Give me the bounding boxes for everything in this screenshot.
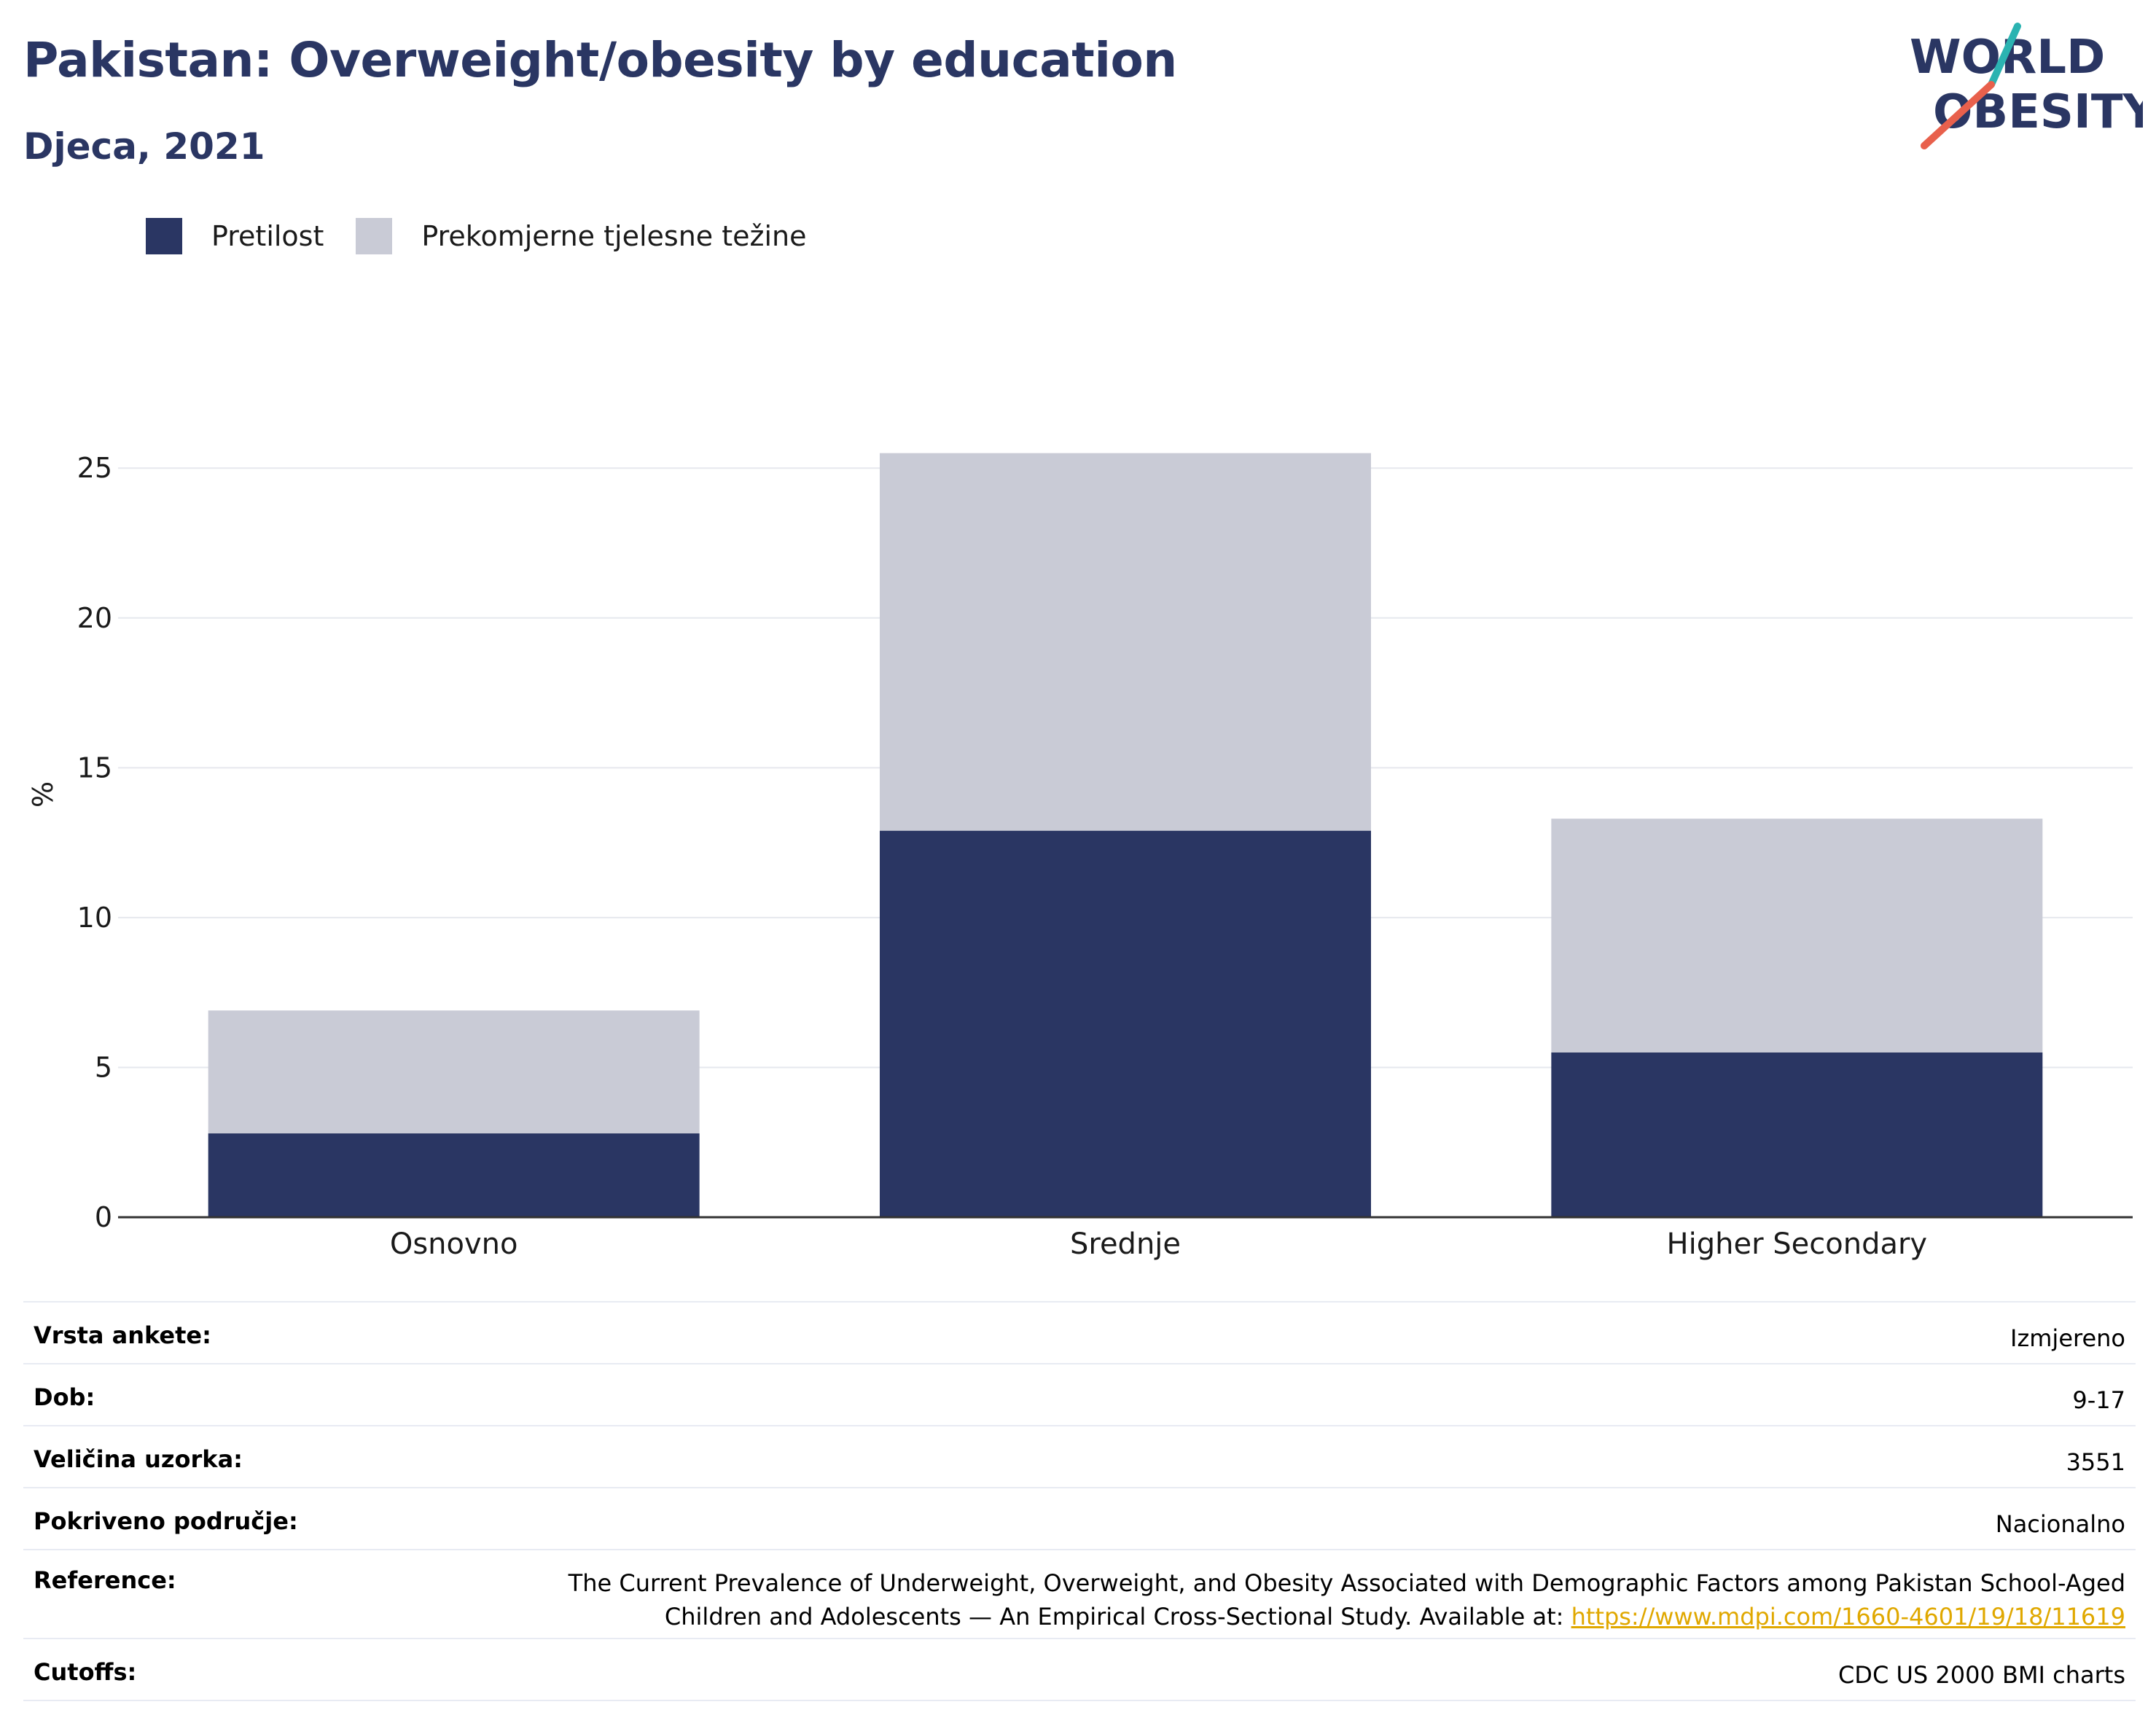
reference-line-1: The Current Prevalence of Underweight, O… bbox=[568, 1569, 2125, 1597]
legend-item-overweight[interactable]: Prekomjerne tjelesne težine bbox=[356, 218, 807, 254]
axes: 0 5 10 15 20 25 Osnovno Srednje Higher Secondary bbox=[77, 452, 2133, 1261]
legend-swatch-overweight bbox=[356, 218, 393, 254]
y-tick-label: 25 bbox=[77, 452, 112, 484]
chart-title: Pakistan: Overweight/obesity by educatio… bbox=[23, 32, 1177, 88]
info-row-cutoffs: Cutoffs: CDC US 2000 BMI charts bbox=[23, 1638, 2136, 1701]
legend-swatch-obesity bbox=[146, 218, 182, 254]
bar-overweight[interactable] bbox=[208, 1010, 700, 1133]
reference-link[interactable]: https://www.mdpi.com/1660-4601/19/18/116… bbox=[1571, 1603, 2125, 1630]
bar-chart: 0 5 10 15 20 25 Osnovno Srednje Higher Secondary… bbox=[27, 452, 2133, 1261]
reference-line-2: Children and Adolescents — An Empirical … bbox=[664, 1603, 1571, 1630]
info-value: 9-17 bbox=[346, 1363, 2136, 1426]
info-row-sample-size: Veličina uzorka: 3551 bbox=[23, 1425, 2136, 1488]
x-tick-label: Srednje bbox=[1070, 1227, 1181, 1261]
world-obesity-logo: WORLD OBESITY bbox=[1910, 23, 2143, 149]
reference-text: The Current Prevalence of Underweight, O… bbox=[346, 1549, 2136, 1639]
y-axis-label: % bbox=[27, 781, 59, 808]
chart-subtitle: Djeca, 2021 bbox=[23, 125, 265, 168]
legend-label-overweight: Prekomjerne tjelesne težine bbox=[421, 220, 807, 252]
y-tick-label: 0 bbox=[95, 1201, 112, 1233]
chart-legend: Pretilost Prekomjerne tjelesne težine bbox=[146, 217, 839, 255]
info-value: Nacionalno bbox=[346, 1487, 2136, 1550]
x-tick-label: Osnovno bbox=[390, 1227, 518, 1261]
info-key: Reference: bbox=[23, 1549, 347, 1639]
logo-slash-red bbox=[1921, 81, 1995, 149]
info-key: Veličina uzorka: bbox=[23, 1425, 347, 1488]
info-key: Dob: bbox=[23, 1363, 347, 1426]
info-row-coverage: Pokriveno područje: Nacionalno bbox=[23, 1487, 2136, 1550]
info-value: 3551 bbox=[346, 1425, 2136, 1488]
info-value: Izmjereno bbox=[346, 1301, 2136, 1364]
logo-slash-teal bbox=[1988, 23, 2021, 88]
bars bbox=[208, 453, 2043, 1217]
y-tick-label: 10 bbox=[77, 902, 112, 934]
bar-obesity[interactable] bbox=[880, 830, 1371, 1217]
info-row-survey-type: Vrsta ankete: Izmjereno bbox=[23, 1301, 2136, 1364]
x-tick-label: Higher Secondary bbox=[1667, 1227, 1928, 1261]
info-key: Cutoffs: bbox=[23, 1638, 347, 1701]
survey-info-table: Vrsta ankete: Izmjereno Dob: 9-17 Veliči… bbox=[23, 1301, 2136, 1701]
legend-item-obesity[interactable]: Pretilost bbox=[146, 218, 324, 254]
info-key: Pokriveno područje: bbox=[23, 1487, 347, 1550]
bar-obesity[interactable] bbox=[208, 1133, 700, 1217]
logo-word-obesity: OBESITY bbox=[1933, 85, 2143, 139]
info-row-reference: Reference: The Current Prevalence of Und… bbox=[23, 1549, 2136, 1639]
bar-obesity[interactable] bbox=[1551, 1052, 2043, 1217]
info-value: CDC US 2000 BMI charts bbox=[346, 1638, 2136, 1701]
bar-overweight[interactable] bbox=[880, 453, 1371, 831]
y-tick-label: 5 bbox=[95, 1051, 112, 1083]
info-row-age: Dob: 9-17 bbox=[23, 1363, 2136, 1426]
y-tick-label: 15 bbox=[77, 751, 112, 784]
legend-label-obesity: Pretilost bbox=[211, 220, 324, 252]
info-key: Vrsta ankete: bbox=[23, 1301, 347, 1364]
y-tick-label: 20 bbox=[77, 602, 112, 634]
bar-overweight[interactable] bbox=[1551, 819, 2043, 1052]
